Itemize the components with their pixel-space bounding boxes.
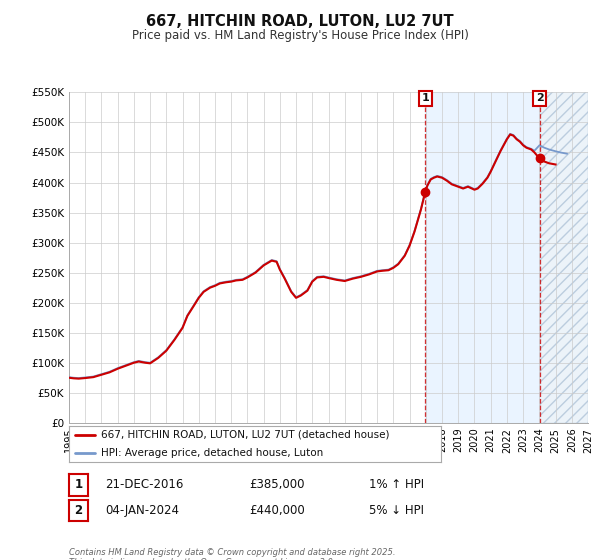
- Text: 2: 2: [74, 503, 83, 517]
- Text: 667, HITCHIN ROAD, LUTON, LU2 7UT: 667, HITCHIN ROAD, LUTON, LU2 7UT: [146, 14, 454, 29]
- Text: 04-JAN-2024: 04-JAN-2024: [105, 503, 179, 517]
- Text: Price paid vs. HM Land Registry's House Price Index (HPI): Price paid vs. HM Land Registry's House …: [131, 29, 469, 42]
- Text: HPI: Average price, detached house, Luton: HPI: Average price, detached house, Luto…: [101, 448, 323, 458]
- Text: 5% ↓ HPI: 5% ↓ HPI: [369, 503, 424, 517]
- Text: This data is licensed under the Open Government Licence v3.0.: This data is licensed under the Open Gov…: [69, 558, 335, 560]
- Bar: [539, 92, 588, 423]
- Text: £440,000: £440,000: [249, 503, 305, 517]
- Bar: [425, 92, 539, 423]
- Text: 21-DEC-2016: 21-DEC-2016: [105, 478, 184, 492]
- Text: 2: 2: [536, 94, 544, 104]
- Text: 1: 1: [421, 94, 429, 104]
- Text: Contains HM Land Registry data © Crown copyright and database right 2025.: Contains HM Land Registry data © Crown c…: [69, 548, 395, 557]
- Text: £385,000: £385,000: [249, 478, 305, 492]
- Text: 1% ↑ HPI: 1% ↑ HPI: [369, 478, 424, 492]
- Text: 1: 1: [74, 478, 83, 492]
- Text: 667, HITCHIN ROAD, LUTON, LU2 7UT (detached house): 667, HITCHIN ROAD, LUTON, LU2 7UT (detac…: [101, 430, 389, 440]
